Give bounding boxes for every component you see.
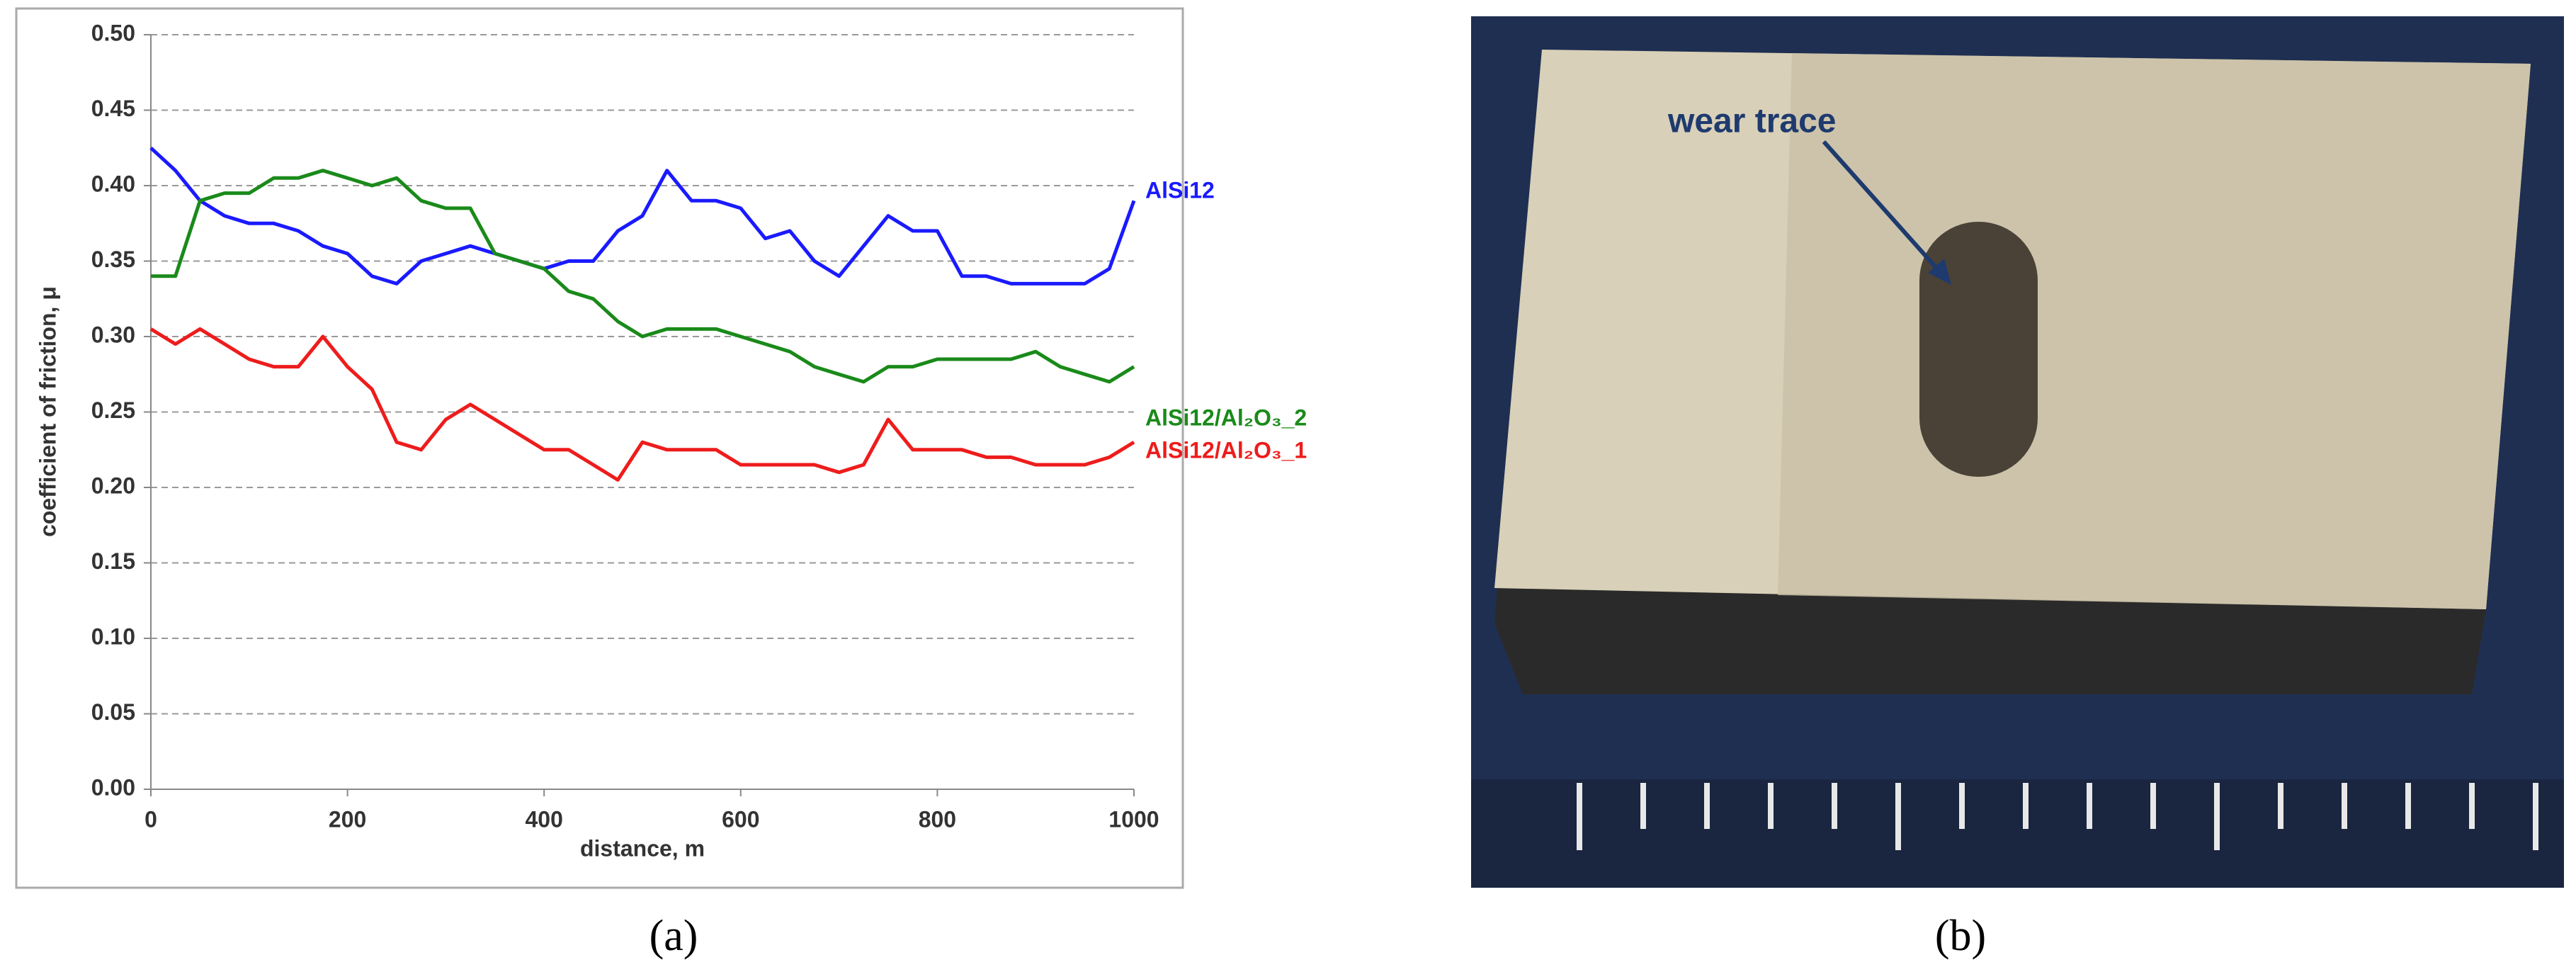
series-line — [151, 169, 1135, 384]
x-tick-label: 0 — [144, 806, 157, 832]
y-tick-label: 0.45 — [91, 96, 135, 121]
x-tick-label: 600 — [722, 806, 759, 832]
caption-a: (a) — [649, 912, 698, 960]
legend-label: AlSi12 — [1145, 177, 1215, 203]
y-tick-label: 0.15 — [91, 548, 135, 574]
wear-trace — [1919, 222, 2038, 477]
x-tick-label: 200 — [329, 806, 366, 832]
x-tick-label: 1000 — [1108, 806, 1159, 832]
y-tick-label: 0.25 — [91, 397, 135, 423]
legend-label: AlSi12/Al₂O₃_1 — [1145, 437, 1307, 463]
caption-b: (b) — [1935, 912, 1986, 960]
composite-area — [1778, 53, 2531, 609]
x-tick-label: 400 — [526, 806, 563, 832]
y-tick-label: 0.05 — [91, 699, 135, 725]
y-tick-label: 0.40 — [91, 171, 135, 196]
chart: 0.00 0.05 0.10 0.15 0.20 0.25 0.30 0.35 0.40 0.45… — [91, 20, 1307, 832]
y-tick-label: 0.10 — [91, 623, 135, 649]
x-axis-title: distance, m — [580, 835, 705, 861]
y-tick-label: 0.50 — [91, 20, 135, 45]
series-line — [149, 327, 1135, 482]
chart-frame — [15, 7, 1184, 889]
photo-annotation: wear trace — [1667, 103, 1837, 140]
ruler — [1471, 779, 2564, 888]
series-line — [149, 146, 1136, 286]
ruler-ticks — [1577, 783, 2538, 850]
y-tick-label: 0.35 — [91, 247, 135, 272]
y-tick-label: 0.30 — [91, 322, 135, 347]
arrow-head — [1928, 259, 1951, 285]
y-axis-title: coefficient of friction, μ — [35, 286, 60, 537]
annotation-arrow — [1822, 140, 1943, 274]
x-tick-label: 800 — [919, 806, 956, 832]
y-tick-label: 0.00 — [91, 774, 135, 800]
y-tick-label: 0.20 — [91, 473, 135, 498]
photo: wear trace — [1471, 16, 2564, 888]
legend-label: AlSi12/Al₂O₃_2 — [1145, 405, 1307, 430]
